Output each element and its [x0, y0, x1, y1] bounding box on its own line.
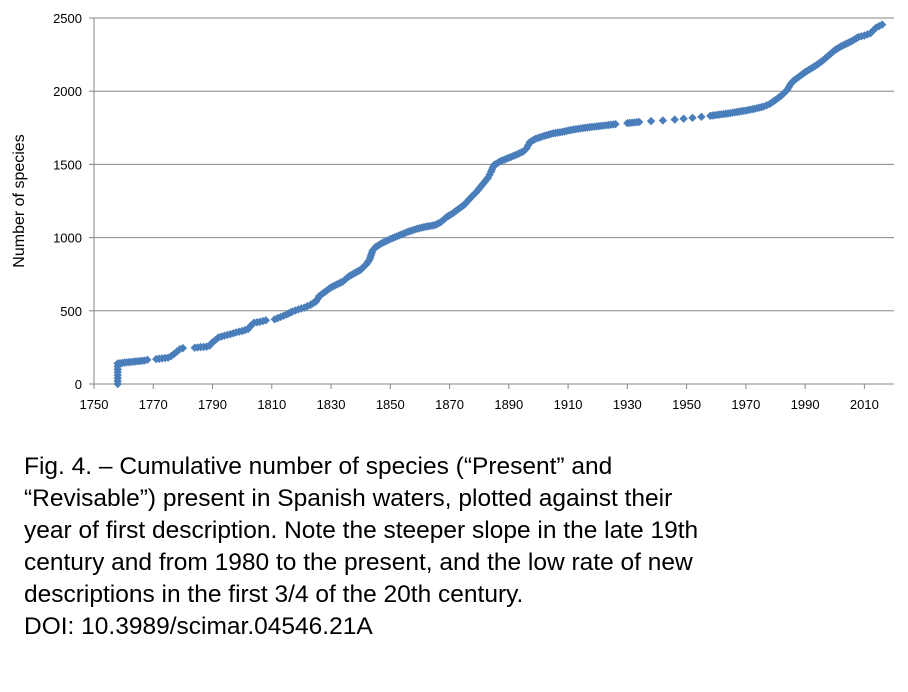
- data-point: [877, 20, 887, 29]
- x-tick-label: 1870: [435, 397, 464, 412]
- x-tick-label: 1790: [198, 397, 227, 412]
- x-tick-label: 1850: [376, 397, 405, 412]
- data-point: [634, 117, 644, 127]
- caption-line: DOI: 10.3989/scimar.04546.21A: [24, 613, 373, 640]
- x-tick-label: 1930: [613, 397, 642, 412]
- caption-line: Fig. 4. – Cumulative number of species (…: [24, 453, 613, 480]
- data-point: [169, 349, 179, 359]
- figure-caption: Fig. 4. – Cumulative number of species (…: [24, 451, 894, 643]
- data-point: [679, 114, 688, 123]
- x-tick-label: 1910: [554, 397, 583, 412]
- y-tick-label: 1000: [53, 231, 82, 246]
- data-point: [762, 101, 771, 110]
- species-chart: 0 500 1000 1500 2000 2500 1750 1770 1790 1810 183…: [11, 11, 894, 412]
- x-tick-label: 1890: [494, 397, 523, 412]
- data-point: [178, 343, 188, 353]
- y-axis-label: Number of species: [11, 134, 28, 267]
- y-tick-label: 0: [75, 377, 82, 392]
- data-point: [697, 112, 706, 122]
- data-point: [522, 144, 531, 153]
- x-tick-label: 1830: [317, 397, 346, 412]
- x-tick-label: 1810: [257, 397, 286, 412]
- data-point: [670, 115, 679, 124]
- y-tick-labels: 0 500 1000 1500 2000 2500: [53, 11, 82, 392]
- data-point: [866, 29, 875, 38]
- x-tick-label: 2010: [850, 397, 879, 412]
- x-tick-label: 1750: [80, 397, 109, 412]
- caption-line: descriptions in the first 3/4 of the 20t…: [24, 581, 524, 608]
- data-point: [688, 113, 697, 123]
- y-tick-label: 2000: [53, 84, 82, 99]
- caption-line: year of first description. Note the stee…: [24, 517, 699, 544]
- data-point: [658, 116, 668, 125]
- y-tick-label: 500: [60, 304, 82, 319]
- x-tick-label: 1950: [672, 397, 701, 412]
- data-point: [261, 316, 271, 325]
- data-point: [646, 116, 656, 126]
- y-tick-label: 1500: [53, 157, 82, 172]
- data-point: [143, 355, 152, 365]
- y-tick-label: 2500: [53, 11, 82, 26]
- x-tick-label: 1990: [791, 397, 820, 412]
- data-points: [113, 20, 887, 389]
- axes: [89, 17, 894, 389]
- x-tick-labels: 1750 1770 1790 1810 1830 1850 1870 1890 1910 1930…: [80, 397, 879, 412]
- data-point: [872, 23, 881, 32]
- caption-line: century and from 1980 to the present, an…: [24, 549, 693, 576]
- x-tick-label: 1770: [139, 397, 168, 412]
- x-tick-label: 1970: [731, 397, 760, 412]
- data-point: [611, 119, 620, 129]
- caption-line: “Revisable”) present in Spanish waters, …: [24, 485, 673, 512]
